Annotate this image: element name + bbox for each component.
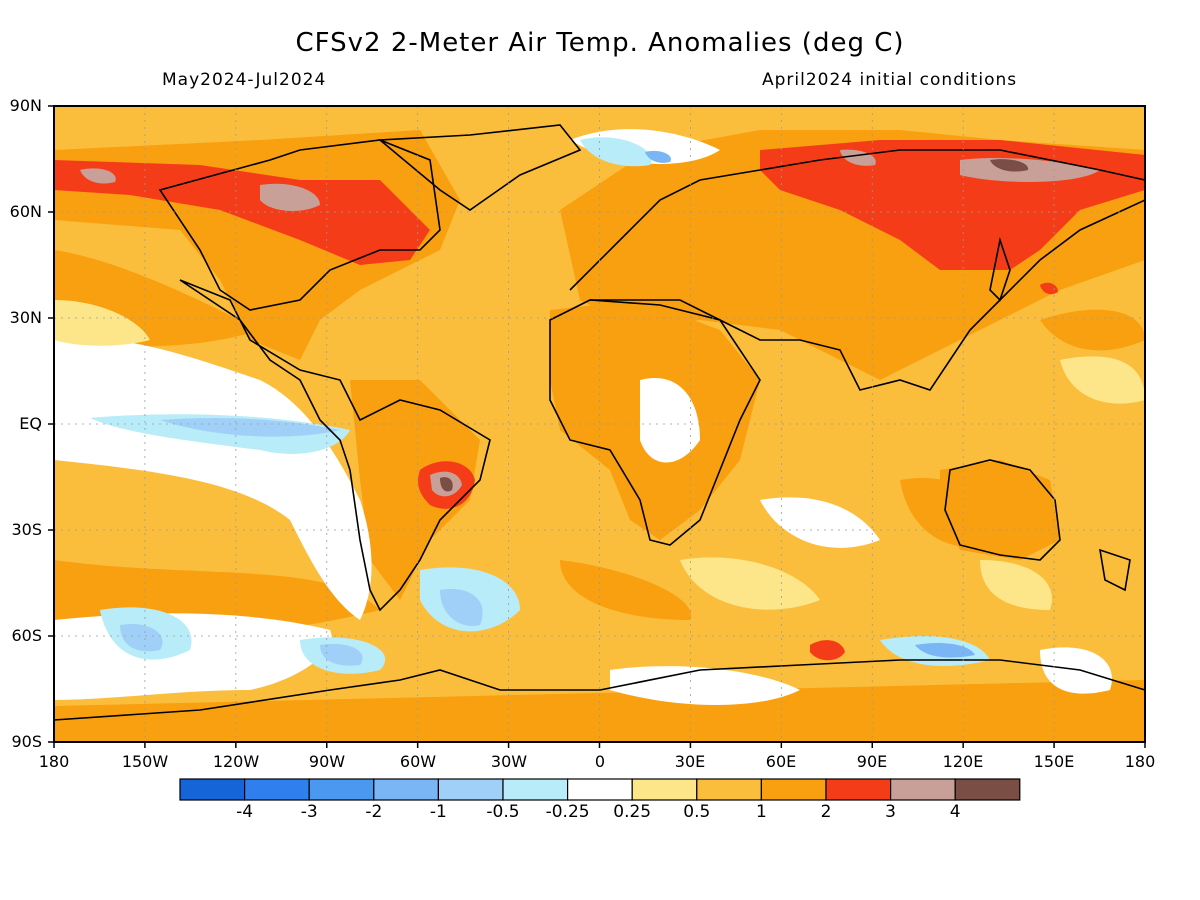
lon-label-0: 0 [594,752,606,771]
lon-label-30w: 30W [490,752,528,771]
colorbar-label: -0.5 [486,802,520,822]
cool-regions-1 [645,150,975,658]
lon-label-150e: 150E [1033,752,1075,771]
lon-label-120w: 120W [212,752,260,771]
lon-label-90e: 90E [856,752,888,771]
colorbar-label: -2 [365,802,383,822]
lat-label-60n: 60N [9,202,42,221]
colorbar-swatch [373,778,439,801]
lon-label-60w: 60W [399,752,437,771]
colorbar-label: 2 [820,802,832,822]
colorbar-swatch [566,778,633,801]
colorbar-swatch [825,778,892,801]
colorbar-swatch [760,778,827,801]
colorbar-swatch [437,778,504,801]
chart-title: CFSv2 2-Meter Air Temp. Anomalies (deg C… [295,28,905,58]
colorbar-swatch [179,778,246,801]
lon-label-60e: 60E [765,752,797,771]
axis-ticks [48,105,1146,748]
coastlines [54,124,1145,721]
lon-label-120e: 120E [942,752,984,771]
colorbar-label: 0.25 [613,802,652,822]
colorbar [179,778,1021,801]
lat-label-30n: 30N [9,308,42,327]
colorbar-label: 0.5 [683,802,711,822]
lat-label-30s: 30S [11,520,42,539]
lon-label-180w: 180 [38,752,70,771]
lon-label-150w: 150W [121,752,169,771]
cool-regions-05 [120,418,483,666]
lon-label-30e: 30E [674,752,706,771]
lat-label-90n: 90N [9,96,42,115]
colorbar-swatch [889,778,956,801]
graticule [54,106,1145,742]
colorbar-swatch [631,778,698,801]
colorbar-label: -1 [429,802,447,822]
extreme-regions [440,159,1029,492]
colorbar-swatch [696,778,762,801]
colorbar-swatch [244,778,310,801]
lat-label-90s: 90S [11,732,42,751]
initial-conditions: April2024 initial conditions [762,70,1018,90]
forecast-period: May2024-Jul2024 [162,70,327,90]
weak-warm-regions [54,300,1145,610]
lat-label-eq: EQ [19,414,42,433]
colorbar-swatch [502,778,569,801]
colorbar-label: -3 [300,802,318,822]
colorbar-label: 4 [949,802,961,822]
colorbar-swatch [954,778,1021,801]
colorbar-label: 3 [885,802,896,822]
colorbar-label: 1 [755,802,767,822]
lat-label-60s: 60S [11,626,42,645]
lon-label-90w: 90W [308,752,346,771]
colorbar-swatch [308,778,375,801]
colorbar-label: -4 [236,802,254,822]
lon-label-180e: 180 [1124,752,1156,771]
colorbar-label: -0.25 [545,802,590,822]
